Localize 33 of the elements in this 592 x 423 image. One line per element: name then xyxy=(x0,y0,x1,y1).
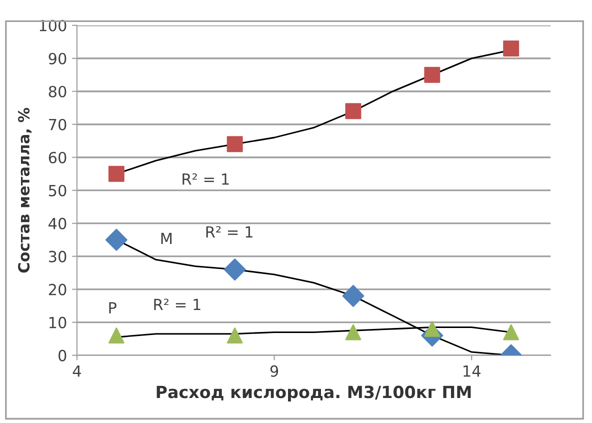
y-tick-label: 80 xyxy=(48,86,66,98)
y-tick-label: 20 xyxy=(48,284,66,296)
annotation: R² = 1 xyxy=(206,226,252,238)
point xyxy=(224,258,246,281)
point xyxy=(108,328,124,344)
point xyxy=(342,284,364,307)
annotation: R² = 1 xyxy=(154,298,200,310)
y-tick-label: 10 xyxy=(49,316,66,328)
point xyxy=(108,166,124,182)
annotation: М xyxy=(161,232,172,244)
y-tick-label: 70 xyxy=(49,118,66,130)
point xyxy=(424,320,440,337)
point xyxy=(226,328,243,344)
point xyxy=(503,324,520,340)
point xyxy=(226,136,243,152)
point xyxy=(105,228,128,251)
x-tick-label: 4 xyxy=(72,366,81,377)
annotation: R² = 1 xyxy=(182,173,229,185)
x-tick-label: 14 xyxy=(464,366,480,377)
y-tick-label: 50 xyxy=(48,184,66,196)
y-axis-title: Состав металла, % xyxy=(18,108,32,273)
y-tick-label: 0 xyxy=(58,350,66,362)
annotation: Р xyxy=(109,302,116,314)
y-tick-label: 40 xyxy=(48,218,66,230)
point xyxy=(345,103,362,120)
y-tick-label: 60 xyxy=(48,152,66,164)
x-axis-title: Расход кислорода. М3/100кг ПМ xyxy=(156,386,471,402)
point xyxy=(345,324,362,340)
point xyxy=(424,66,440,83)
point xyxy=(503,40,520,56)
y-tick-label: 90 xyxy=(48,52,66,64)
y-tick-label: 30 xyxy=(48,250,66,262)
x-tick-label: 9 xyxy=(270,365,278,377)
